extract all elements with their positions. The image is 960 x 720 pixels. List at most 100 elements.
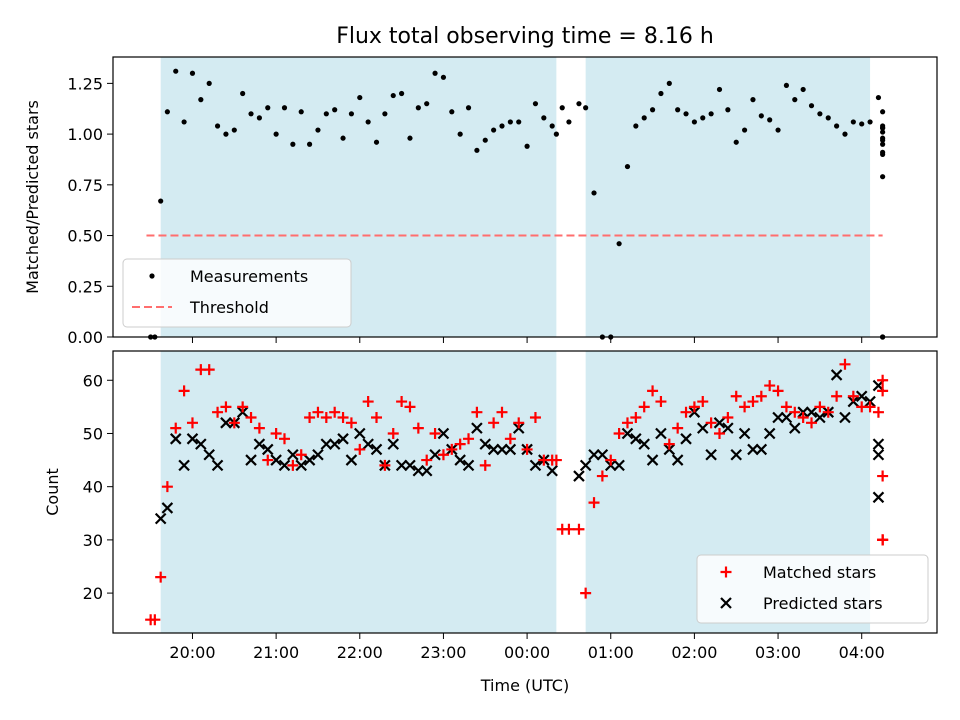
measurement-point xyxy=(382,111,388,117)
predicted-star-point xyxy=(789,422,801,434)
measurement-point xyxy=(158,198,164,204)
matched-star-point xyxy=(877,470,889,482)
predicted-star-point xyxy=(337,433,349,445)
matched-star-point xyxy=(521,443,533,455)
predicted-star-point xyxy=(479,438,492,450)
matched-star-point xyxy=(655,396,667,408)
matched-star-point xyxy=(814,401,826,413)
measurement-point xyxy=(783,82,790,89)
predicted-star-point xyxy=(320,438,333,450)
measurement-point xyxy=(298,109,304,115)
matched-star-point xyxy=(304,412,316,424)
predicted-star-point xyxy=(471,422,483,434)
matched-star-point xyxy=(630,412,642,424)
top-y-axis-ticks: 0.00 0.25 0.50 0.75 1.00 1.25 xyxy=(67,74,113,347)
matched-star-point xyxy=(831,390,843,402)
measurement-point xyxy=(767,117,773,123)
predicted-star-point xyxy=(154,512,167,525)
matched-star-point xyxy=(872,406,884,418)
matched-star-point xyxy=(412,422,424,434)
matched-star-point xyxy=(672,422,684,434)
matched-star-point xyxy=(638,401,650,413)
x-tick-label: 21:00 xyxy=(253,643,299,662)
legend-matched-label: Matched stars xyxy=(763,563,876,582)
predicted-star-point xyxy=(588,448,600,461)
matched-star-point xyxy=(454,438,466,450)
measurement-point xyxy=(399,90,405,97)
measurement-point xyxy=(741,127,748,133)
bottom-y-axis-label: Count xyxy=(43,468,62,516)
y-tick-label: 30 xyxy=(83,531,103,550)
matched-star-point xyxy=(371,412,383,424)
bottom-y-axis-ticks: 20 30 40 50 60 xyxy=(83,371,113,603)
matched-star-point xyxy=(237,401,249,413)
bottom-axes-frame xyxy=(112,350,938,634)
measurement-point xyxy=(800,86,806,93)
measurement-point xyxy=(825,115,831,121)
predicted-star-point xyxy=(839,411,851,424)
matched-star-point xyxy=(178,385,190,397)
measurement-point xyxy=(348,111,355,117)
predicted-star-point xyxy=(295,459,308,472)
legend-predicted-label: Predicted stars xyxy=(763,594,883,613)
matched-star-point xyxy=(362,396,374,408)
measurement-point xyxy=(214,123,221,129)
measurement-point xyxy=(415,105,421,111)
x-axis-label: Time (UTC) xyxy=(480,676,569,695)
measurement-point xyxy=(649,107,656,113)
predicted-star-point xyxy=(395,459,408,472)
predicted-star-point xyxy=(671,454,684,466)
measurement-point xyxy=(173,68,179,74)
predicted-star-point xyxy=(496,443,508,456)
measurement-point xyxy=(633,123,639,129)
y-tick-label: 20 xyxy=(83,584,103,603)
measurement-point xyxy=(465,105,472,111)
measurement-point xyxy=(850,119,856,125)
matched-star-point xyxy=(262,454,274,466)
predicted-star-point xyxy=(429,448,441,461)
x-tick-label: 00:00 xyxy=(504,643,550,662)
measurement-point xyxy=(591,190,597,196)
measurement-point xyxy=(407,135,413,141)
predicted-star-point xyxy=(655,427,667,440)
measurement-point xyxy=(716,86,723,93)
y-tick-label: 1.25 xyxy=(67,74,103,93)
measurement-point xyxy=(474,147,480,153)
matched-star-point xyxy=(596,470,608,482)
predicted-star-point xyxy=(195,438,207,450)
matched-star-point xyxy=(396,396,408,408)
legend-measurements-label: Measurements xyxy=(190,267,308,286)
predicted-star-point xyxy=(638,438,650,450)
predicted-star-point xyxy=(780,411,793,424)
matched-star-point xyxy=(722,412,734,424)
measurement-point xyxy=(198,97,204,103)
measurement-point xyxy=(880,129,886,135)
predicted-star-point xyxy=(705,448,717,461)
measurement-point xyxy=(390,92,396,99)
legend-measurement-marker xyxy=(149,273,155,279)
predicted-star-point xyxy=(220,417,232,429)
measurement-point xyxy=(880,135,886,141)
matched-star-point xyxy=(550,454,562,466)
matched-star-point xyxy=(713,427,725,439)
top-axes-frame xyxy=(112,56,938,338)
observing-window-1 xyxy=(585,57,871,337)
measurement-point xyxy=(532,101,539,107)
matched-star-point xyxy=(621,417,633,429)
measurement-point xyxy=(817,111,823,117)
matched-star-point xyxy=(149,614,161,626)
matched-star-point xyxy=(161,481,173,493)
matched-star-point xyxy=(588,497,600,509)
predicted-star-point xyxy=(613,459,625,472)
matched-star-point xyxy=(429,427,441,439)
predicted-star-point xyxy=(872,491,885,504)
predicted-star-point xyxy=(830,369,843,381)
measurement-point xyxy=(290,141,296,147)
y-tick-label: 40 xyxy=(83,478,103,497)
predicted-star-point xyxy=(354,427,366,440)
measurement-point xyxy=(432,70,438,76)
predicted-star-point xyxy=(454,454,466,466)
measurement-point xyxy=(256,115,262,121)
predicted-star-point xyxy=(504,443,517,456)
measurement-point xyxy=(708,111,714,117)
